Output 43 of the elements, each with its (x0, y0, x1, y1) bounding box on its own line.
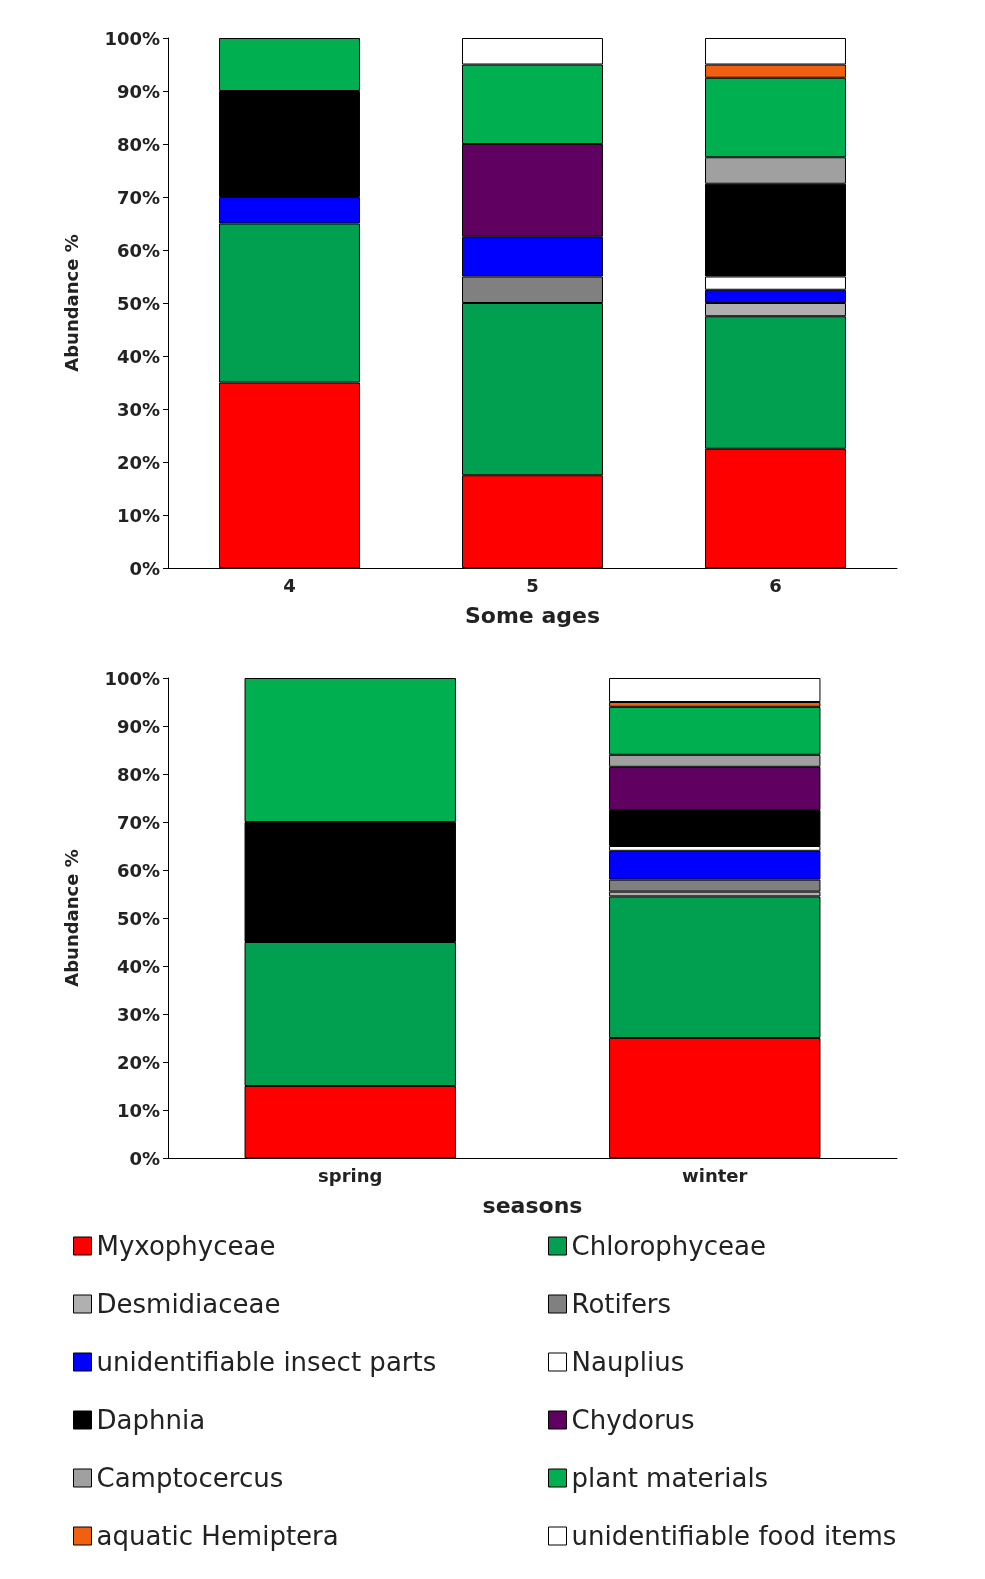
x-tick-label: winter (682, 1164, 748, 1186)
y-axis-title: Abundance % (60, 234, 82, 372)
legend-label: unidentifiable food items (571, 1521, 897, 1551)
y-tick-label: 60% (116, 859, 160, 881)
legend-label: unidentifiable insect parts (96, 1347, 437, 1377)
y-tick-label: 100% (104, 667, 160, 689)
legend-label: Chydorus (571, 1405, 695, 1435)
x-tick-label: spring (318, 1164, 383, 1186)
legend-label: Camptocercus (96, 1463, 284, 1493)
y-tick-label: 60% (116, 239, 160, 261)
x-axis-title: Some ages (464, 602, 601, 628)
y-tick-label: 40% (116, 345, 160, 367)
y-tick-label: 20% (116, 1051, 160, 1073)
y-tick-label: 90% (116, 715, 160, 737)
y-axis-title: Abundance % (60, 849, 82, 987)
legend-label: Nauplius (571, 1347, 685, 1377)
y-tick-label: 80% (116, 133, 160, 155)
y-tick-label: 0% (129, 1147, 160, 1169)
y-tick-label: 80% (116, 763, 160, 785)
legend-label: Desmidiaceae (96, 1289, 281, 1319)
y-tick-label: 30% (116, 398, 160, 420)
legend-label: Myxophyceae (96, 1231, 276, 1261)
y-tick-label: 90% (116, 80, 160, 102)
x-axis-title: seasons (482, 1192, 583, 1218)
y-tick-label: 10% (116, 504, 160, 526)
y-tick-label: 70% (116, 186, 160, 208)
y-tick-label: 0% (129, 557, 160, 579)
y-tick-label: 20% (116, 451, 160, 473)
legend-label: Rotifers (571, 1289, 672, 1319)
legend-label: aquatic Hemiptera (96, 1521, 339, 1551)
y-tick-label: 10% (116, 1099, 160, 1121)
legend-label: Chlorophyceae (571, 1231, 766, 1261)
y-tick-label: 50% (116, 907, 160, 929)
y-tick-label: 100% (104, 27, 160, 49)
y-tick-label: 70% (116, 811, 160, 833)
x-tick-label: 6 (769, 574, 782, 596)
y-tick-label: 50% (116, 292, 160, 314)
x-tick-label: 5 (526, 574, 539, 596)
y-tick-label: 40% (116, 955, 160, 977)
legend-label: Daphnia (96, 1405, 206, 1435)
x-tick-label: 4 (283, 574, 296, 596)
y-tick-label: 30% (116, 1003, 160, 1025)
legend-label: plant materials (571, 1463, 769, 1493)
